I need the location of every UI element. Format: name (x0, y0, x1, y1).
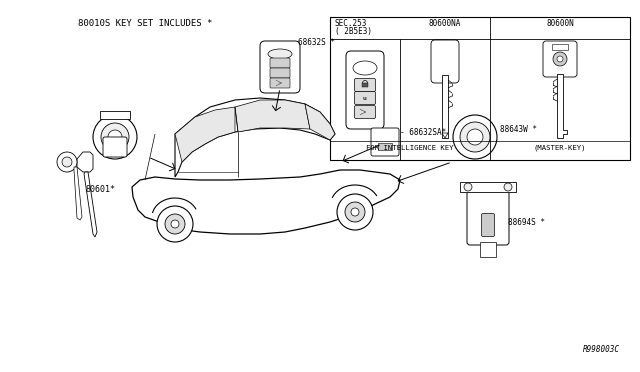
Polygon shape (235, 100, 310, 132)
Circle shape (553, 52, 567, 66)
Text: 80600NA: 80600NA (429, 19, 461, 28)
Polygon shape (132, 170, 400, 234)
Circle shape (157, 206, 193, 242)
FancyBboxPatch shape (270, 68, 290, 78)
FancyBboxPatch shape (270, 78, 290, 88)
Text: ( 2B5E3): ( 2B5E3) (335, 27, 372, 36)
FancyBboxPatch shape (431, 40, 459, 83)
Circle shape (171, 220, 179, 228)
Polygon shape (175, 107, 235, 162)
Text: 80600N: 80600N (546, 19, 574, 28)
FancyBboxPatch shape (543, 41, 577, 77)
Text: u: u (363, 96, 367, 100)
Circle shape (93, 115, 137, 159)
Bar (480, 242, 496, 257)
Ellipse shape (353, 61, 377, 75)
Bar (552, 44, 568, 50)
Bar (378, 143, 392, 150)
Bar (460, 182, 516, 192)
Circle shape (467, 129, 483, 145)
FancyBboxPatch shape (467, 184, 509, 245)
Polygon shape (557, 74, 567, 138)
FancyBboxPatch shape (371, 128, 399, 156)
Circle shape (453, 115, 497, 159)
Circle shape (464, 183, 472, 191)
Bar (100, 111, 130, 119)
FancyBboxPatch shape (260, 41, 300, 93)
Text: 88694S *: 88694S * (508, 218, 545, 227)
Circle shape (345, 202, 365, 222)
Circle shape (351, 208, 359, 216)
FancyBboxPatch shape (355, 92, 376, 105)
Polygon shape (74, 167, 82, 220)
Circle shape (460, 122, 490, 152)
Text: 80601*: 80601* (85, 185, 115, 194)
FancyBboxPatch shape (481, 214, 495, 237)
FancyBboxPatch shape (355, 106, 376, 119)
Polygon shape (84, 172, 97, 237)
Text: 88643W *: 88643W * (500, 125, 537, 134)
Polygon shape (442, 133, 448, 138)
Text: - 68632SA*: - 68632SA* (400, 128, 446, 137)
Ellipse shape (268, 49, 292, 59)
Text: 80010S KEY SET INCLUDES *: 80010S KEY SET INCLUDES * (78, 19, 212, 28)
Polygon shape (77, 152, 93, 172)
Circle shape (504, 183, 512, 191)
Text: (MASTER-KEY): (MASTER-KEY) (534, 145, 586, 151)
Circle shape (557, 56, 563, 62)
Circle shape (101, 123, 129, 151)
Polygon shape (305, 104, 335, 140)
FancyBboxPatch shape (355, 78, 376, 92)
Bar (442, 75, 448, 138)
Text: FOR INTELLIGENCE KEY: FOR INTELLIGENCE KEY (366, 145, 454, 151)
Text: R998003C: R998003C (583, 345, 620, 354)
FancyBboxPatch shape (270, 58, 290, 68)
Circle shape (108, 130, 122, 144)
Polygon shape (175, 98, 335, 177)
Circle shape (57, 152, 77, 172)
Circle shape (337, 194, 373, 230)
Bar (330, 17, 630, 160)
FancyBboxPatch shape (346, 51, 384, 129)
FancyBboxPatch shape (103, 137, 127, 157)
Bar (362, 83, 368, 87)
Circle shape (62, 157, 72, 167)
Text: SEC.253: SEC.253 (335, 19, 367, 28)
Text: 68632S *: 68632S * (298, 38, 335, 46)
Circle shape (165, 214, 185, 234)
